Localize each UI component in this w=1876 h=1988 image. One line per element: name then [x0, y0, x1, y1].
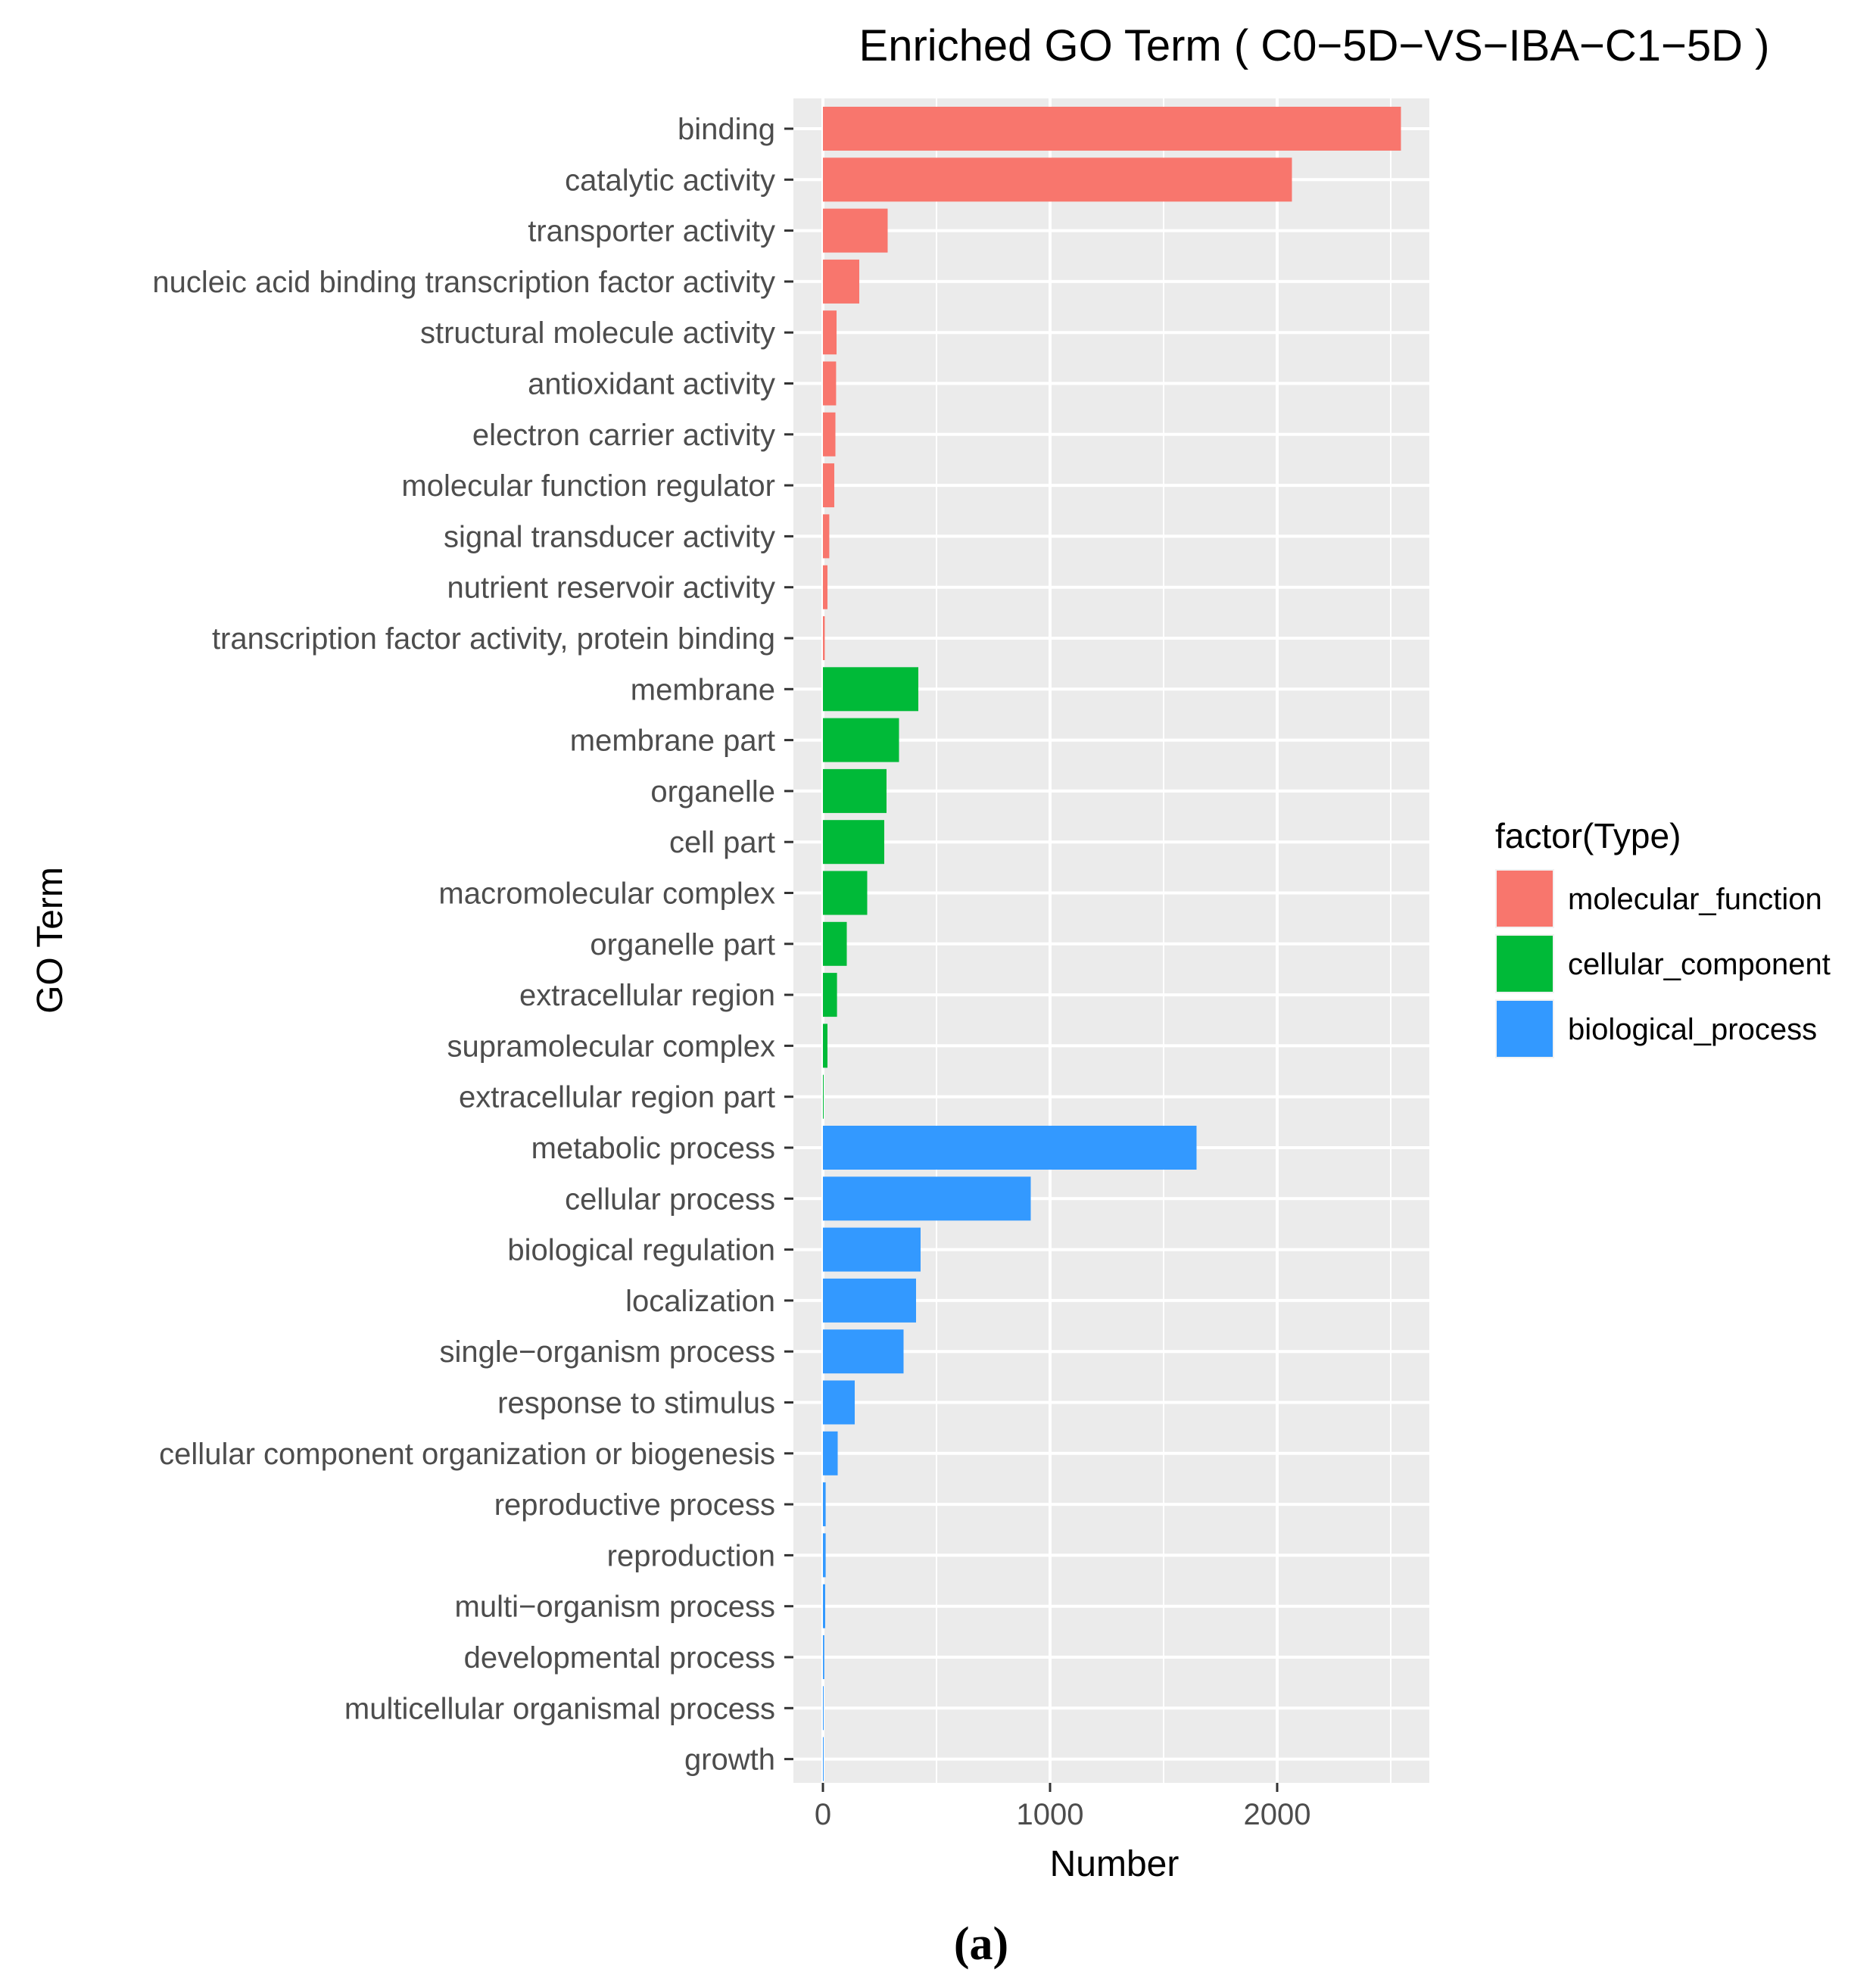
bar-17 [823, 973, 837, 1017]
y-tick-label: binding [678, 113, 775, 146]
y-tick-label: antioxidant activity [528, 368, 775, 401]
legend-title: factor(Type) [1495, 816, 1681, 855]
bar-24 [823, 1329, 904, 1374]
chart-title: Enriched GO Term ( C0−5D−VS−IBA−C1−5D ) [859, 21, 1770, 70]
bar-29 [823, 1584, 825, 1628]
y-tick-label: multi−organism process [455, 1591, 776, 1624]
x-tick-label: 1000 [1017, 1798, 1084, 1831]
bar-21 [823, 1176, 1031, 1221]
bar-13 [823, 768, 887, 813]
bar-20 [823, 1126, 1197, 1170]
y-tick-label: nucleic acid binding transcription facto… [152, 266, 775, 299]
y-tick-label: extracellular region [519, 979, 775, 1012]
legend-swatch-molecular-function [1497, 871, 1553, 927]
bar-8 [823, 514, 830, 559]
y-tick-label: membrane [631, 673, 775, 706]
x-axis: 0 1000 2000 [815, 1783, 1311, 1831]
bar-30 [823, 1635, 824, 1679]
y-tick-label: macromolecular complex [438, 877, 775, 911]
y-tick-label: structural molecule activity [420, 316, 775, 350]
panel-background [793, 98, 1429, 1783]
bar-7 [823, 463, 834, 508]
y-tick-label: extracellular region part [459, 1081, 775, 1114]
bar-9 [823, 565, 827, 609]
bar-19 [823, 1074, 824, 1119]
legend-swatch-cellular-component [1497, 936, 1553, 992]
y-tick-label: transcription factor activity, protein b… [212, 622, 775, 656]
bar-1 [823, 157, 1292, 202]
y-tick-label: electron carrier activity [472, 419, 775, 452]
bar-15 [823, 871, 868, 915]
y-tick-label: localization [625, 1285, 775, 1318]
bar-18 [823, 1024, 827, 1068]
y-tick-label: cellular component organization or bioge… [159, 1438, 775, 1471]
bar-14 [823, 820, 884, 865]
legend-label: cellular_component [1568, 948, 1831, 981]
y-tick-label: transporter activity [528, 215, 775, 248]
y-tick-label: developmental process [464, 1641, 775, 1675]
y-tick-label: multicellular organismal process [344, 1692, 775, 1725]
legend-swatch-biological-process [1497, 1001, 1553, 1057]
bar-26 [823, 1431, 838, 1475]
y-tick-label: molecular function regulator [401, 469, 775, 503]
bar-0 [823, 107, 1401, 151]
bars [823, 107, 1401, 1781]
bar-32 [823, 1737, 824, 1781]
y-tick-label: signal transducer activity [444, 520, 775, 553]
plot-panel [793, 98, 1429, 1783]
y-tick-label: catalytic activity [565, 164, 775, 197]
y-tick-label: metabolic process [531, 1132, 775, 1165]
bar-6 [823, 412, 836, 456]
bar-2 [823, 208, 888, 253]
y-tick-label: reproduction [607, 1539, 775, 1572]
x-tick-label: 2000 [1244, 1798, 1311, 1831]
bar-27 [823, 1482, 826, 1527]
legend: factor(Type) molecular_function cellular_… [1495, 816, 1831, 1058]
y-tick-label: organelle [650, 775, 775, 809]
x-tick-label: 0 [815, 1798, 831, 1831]
legend-label: molecular_function [1568, 883, 1822, 916]
y-tick-label: cell part [669, 826, 775, 859]
y-axis-labels: binding catalytic activity transporter act… [152, 113, 793, 1777]
bar-11 [823, 667, 918, 712]
bar-23 [823, 1278, 916, 1323]
bar-3 [823, 259, 859, 304]
bar-10 [823, 616, 825, 660]
x-axis-title: Number [1050, 1844, 1180, 1884]
bar-28 [823, 1533, 826, 1578]
grid-lines [793, 98, 1429, 1783]
y-tick-label: response to stimulus [497, 1387, 775, 1420]
bar-5 [823, 361, 837, 406]
y-tick-label: single−organism process [439, 1335, 775, 1369]
y-tick-label: organelle part [590, 928, 775, 961]
bar-25 [823, 1380, 855, 1425]
legend-label: biological_process [1568, 1013, 1817, 1046]
y-tick-label: biological regulation [507, 1234, 775, 1267]
bar-16 [823, 921, 847, 966]
y-tick-label: reproductive process [494, 1488, 775, 1522]
y-tick-label: nutrient reservoir activity [447, 572, 775, 605]
y-tick-label: growth [684, 1743, 775, 1777]
y-axis-title: GO Term [30, 867, 70, 1014]
y-tick-label: cellular process [565, 1183, 775, 1216]
bar-31 [823, 1686, 824, 1731]
bar-4 [823, 310, 837, 355]
bar-12 [823, 718, 899, 762]
bar-22 [823, 1227, 921, 1272]
y-tick-label: membrane part [570, 724, 775, 758]
y-tick-label: supramolecular complex [447, 1030, 775, 1063]
figure-caption: (a) [954, 1918, 1008, 1970]
